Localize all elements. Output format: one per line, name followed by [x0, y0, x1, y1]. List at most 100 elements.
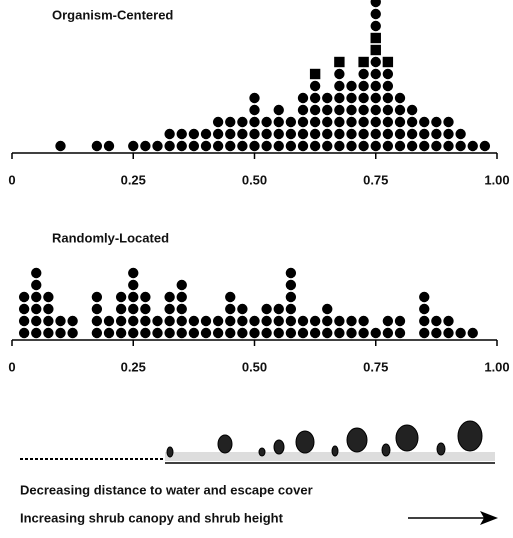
dot — [322, 328, 332, 338]
figure: Decreasing distance to water and escape … — [0, 0, 513, 533]
dot — [286, 141, 296, 151]
dot-square — [310, 69, 320, 79]
dot — [346, 117, 356, 127]
dot — [152, 328, 162, 338]
dot — [334, 105, 344, 115]
caption-line: Decreasing distance to water and escape … — [20, 482, 313, 497]
dot — [225, 316, 235, 326]
dot — [371, 328, 381, 338]
dot — [225, 141, 235, 151]
dot — [346, 81, 356, 91]
dot — [261, 328, 271, 338]
dot — [225, 117, 235, 127]
dot — [334, 81, 344, 91]
dot — [346, 316, 356, 326]
dot — [468, 141, 478, 151]
dot — [177, 141, 187, 151]
x-tick-label: 1.00 — [484, 359, 509, 374]
dot — [358, 316, 368, 326]
dot — [346, 141, 356, 151]
dot — [55, 316, 65, 326]
dot — [164, 141, 174, 151]
dot — [189, 316, 199, 326]
dot — [31, 268, 41, 278]
dot — [310, 316, 320, 326]
dot — [286, 328, 296, 338]
dot — [177, 328, 187, 338]
dot — [164, 292, 174, 302]
dot — [201, 328, 211, 338]
panel-title: Organism-Centered — [52, 7, 173, 22]
dot — [480, 141, 490, 151]
dot — [43, 328, 53, 338]
dot — [371, 141, 381, 151]
dot — [164, 316, 174, 326]
dot — [177, 316, 187, 326]
dot — [249, 93, 259, 103]
dot — [383, 81, 393, 91]
dot — [128, 292, 138, 302]
dot — [310, 117, 320, 127]
dot — [104, 328, 114, 338]
dot — [237, 129, 247, 139]
dot — [346, 129, 356, 139]
dot — [286, 292, 296, 302]
dot — [383, 141, 393, 151]
dot — [407, 117, 417, 127]
dot — [371, 105, 381, 115]
dot — [322, 117, 332, 127]
dot — [31, 328, 41, 338]
dot — [383, 69, 393, 79]
dot — [43, 304, 53, 314]
dot — [419, 292, 429, 302]
dot — [395, 105, 405, 115]
dot — [92, 141, 102, 151]
dot — [298, 117, 308, 127]
dot — [371, 9, 381, 19]
dot — [383, 316, 393, 326]
dot — [237, 141, 247, 151]
dot — [286, 304, 296, 314]
dot — [128, 268, 138, 278]
dot — [116, 304, 126, 314]
panel-title: Randomly-Located — [52, 230, 169, 245]
dot — [334, 316, 344, 326]
dot — [225, 129, 235, 139]
dot — [419, 328, 429, 338]
x-tick-label: 0 — [8, 359, 15, 374]
dot — [31, 316, 41, 326]
dot — [334, 129, 344, 139]
x-tick-label: 0.75 — [363, 172, 388, 187]
dot — [371, 57, 381, 67]
dot — [274, 129, 284, 139]
dot — [383, 328, 393, 338]
dot — [358, 105, 368, 115]
dot — [334, 93, 344, 103]
dot — [407, 141, 417, 151]
dot — [164, 328, 174, 338]
dot — [395, 141, 405, 151]
dot — [140, 328, 150, 338]
dot — [19, 292, 29, 302]
x-tick-label: 0 — [8, 172, 15, 187]
dot — [310, 81, 320, 91]
x-tick-label: 0.25 — [121, 172, 146, 187]
dot — [431, 316, 441, 326]
dot — [43, 292, 53, 302]
dot — [128, 141, 138, 151]
dot — [310, 129, 320, 139]
dot — [322, 141, 332, 151]
dot — [213, 141, 223, 151]
dot-square — [358, 57, 368, 67]
dot — [443, 316, 453, 326]
dot — [298, 129, 308, 139]
dot-square — [383, 57, 393, 67]
dot — [443, 141, 453, 151]
dot — [43, 316, 53, 326]
dot — [371, 21, 381, 31]
dot — [310, 328, 320, 338]
dot — [249, 328, 259, 338]
x-tick-label: 0.75 — [363, 359, 388, 374]
dot — [358, 93, 368, 103]
dot — [177, 280, 187, 290]
